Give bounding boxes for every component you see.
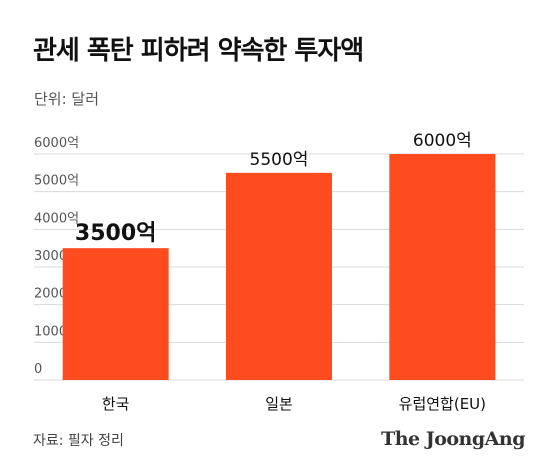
y-tick-label: 0 (34, 362, 42, 377)
chart-title: 관세 폭탄 피하려 약속한 투자액 (33, 36, 364, 66)
bar (62, 248, 169, 380)
data-label: 6000억 (413, 131, 472, 151)
bar (226, 172, 332, 380)
x-axis-categories: 한국 일본 유럽연합(EU) (102, 395, 486, 413)
bars (62, 154, 496, 380)
category-label: 한국 (102, 395, 130, 413)
brand-logo: The JoongAng (381, 428, 525, 450)
data-label: 5500억 (250, 150, 309, 170)
category-label: 일본 (265, 395, 293, 413)
y-tick-label: 4000억 (34, 211, 79, 226)
bar (389, 154, 496, 380)
category-label: 유럽연합(EU) (399, 395, 486, 413)
data-labels: 3500억 5500억 6000억 (75, 131, 472, 246)
y-tick-label: 6000억 (34, 136, 79, 151)
unit-label: 단위: 달러 (34, 90, 100, 108)
data-label: 3500억 (75, 221, 156, 246)
source-note: 자료: 필자 정리 (33, 433, 124, 449)
y-tick-label: 5000억 (34, 174, 79, 189)
